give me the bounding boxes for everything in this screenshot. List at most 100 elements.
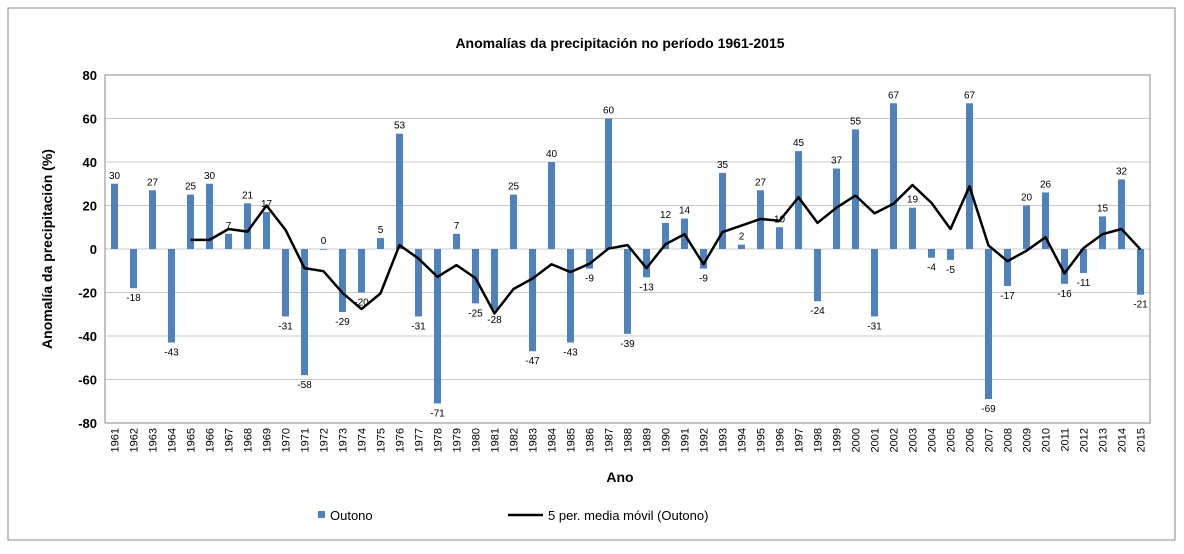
x-tick-label: 2015: [1136, 428, 1148, 452]
x-tick-label: 1982: [509, 428, 521, 452]
data-label: -58: [297, 380, 312, 391]
data-label: -31: [411, 321, 426, 332]
y-tick-label: 80: [83, 68, 97, 83]
bar: [1004, 249, 1011, 286]
x-tick-label: 1987: [604, 428, 616, 452]
x-tick-label: 1997: [794, 428, 806, 452]
data-label: -24: [810, 306, 825, 317]
y-tick-label: 20: [83, 199, 97, 214]
bar: [909, 207, 916, 249]
data-label: 20: [1021, 193, 1033, 204]
x-tick-label: 2002: [889, 428, 901, 452]
data-label: -29: [335, 317, 350, 328]
bar: [168, 249, 175, 343]
data-label: 67: [964, 90, 976, 101]
x-tick-label: 1979: [452, 428, 464, 452]
chart-border: [7, 7, 1176, 541]
data-label: 55: [850, 116, 862, 127]
x-tick-label: 1992: [699, 428, 711, 452]
bar: [187, 194, 194, 249]
x-tick-label: 1968: [243, 428, 255, 452]
bar: [719, 172, 726, 249]
legend-label: Outono: [330, 508, 373, 523]
x-tick-label: 1972: [319, 428, 331, 452]
x-tick-label: 1978: [433, 428, 445, 452]
x-tick-label: 1981: [490, 428, 502, 452]
bar: [871, 249, 878, 317]
bar: [643, 249, 650, 278]
x-tick-label: 1990: [661, 428, 673, 452]
data-label: 30: [204, 171, 216, 182]
data-label: 2: [739, 232, 745, 243]
data-label: 40: [546, 149, 558, 160]
y-axis-title: Anomalía da precipitación (%): [39, 149, 55, 349]
y-tick-label: 40: [83, 155, 97, 170]
x-tick-label: 1970: [281, 428, 293, 452]
data-label: -9: [585, 274, 594, 285]
x-tick-label: 2013: [1098, 428, 1110, 452]
data-label: -71: [430, 408, 445, 419]
bar: [852, 129, 859, 249]
data-label: 0: [321, 236, 327, 247]
bar: [928, 249, 935, 258]
bar: [301, 249, 308, 376]
bar: [605, 118, 612, 249]
data-label: -17: [1000, 291, 1015, 302]
bar: [738, 244, 745, 249]
bar: [263, 212, 270, 249]
data-label: -31: [278, 321, 293, 332]
data-label: -4: [927, 263, 936, 274]
x-tick-label: 1962: [129, 428, 141, 452]
data-label: 25: [508, 182, 520, 193]
data-label: 12: [660, 210, 672, 221]
x-tick-label: 1975: [376, 428, 388, 452]
x-tick-label: 1974: [357, 428, 369, 452]
bar: [453, 233, 460, 249]
data-label: -9: [699, 274, 708, 285]
line: [190, 183, 1142, 315]
data-label: 19: [907, 195, 919, 206]
bar: [1042, 192, 1049, 249]
bar: [206, 183, 213, 249]
bar: [510, 194, 517, 249]
bar: [1118, 179, 1125, 249]
data-label: -11: [1077, 278, 1091, 289]
x-tick-label: 2012: [1079, 428, 1091, 452]
x-tick-label: 1973: [338, 428, 350, 452]
data-label: 7: [454, 221, 460, 232]
chart-title: Anomalías da precipitación no período 19…: [455, 35, 784, 51]
data-label: -43: [164, 348, 179, 359]
bar: [985, 249, 992, 400]
data-label: 60: [603, 106, 615, 117]
y-tick-label: 0: [90, 242, 97, 257]
bar: [529, 249, 536, 352]
bar: [130, 249, 137, 289]
x-tick-label: 1985: [566, 428, 578, 452]
bar: [472, 249, 479, 304]
data-label: 27: [755, 177, 767, 188]
data-label: -13: [639, 282, 654, 293]
bar: [111, 183, 118, 249]
x-tick-label: 1991: [680, 428, 692, 452]
x-tick-label: 2005: [946, 428, 958, 452]
bar: [282, 249, 289, 317]
x-tick-label: 2001: [870, 428, 882, 452]
data-label: 53: [394, 121, 406, 132]
data-label: 27: [147, 177, 159, 188]
data-label: -39: [620, 339, 635, 350]
bar: [434, 249, 441, 404]
data-label: -16: [1057, 289, 1072, 300]
x-tick-label: 1966: [205, 428, 217, 452]
x-tick-label: 1984: [547, 428, 559, 452]
bar: [1137, 249, 1144, 295]
x-tick-label: 1998: [813, 428, 825, 452]
data-label: -47: [525, 356, 540, 367]
x-tick-label: 1994: [737, 428, 749, 452]
x-tick-label: 2014: [1117, 428, 1129, 452]
x-tick-label: 2007: [984, 428, 996, 452]
data-label: 35: [717, 160, 729, 171]
bar: [567, 249, 574, 343]
x-tick-label: 2006: [965, 428, 977, 452]
data-label: 32: [1116, 166, 1128, 177]
